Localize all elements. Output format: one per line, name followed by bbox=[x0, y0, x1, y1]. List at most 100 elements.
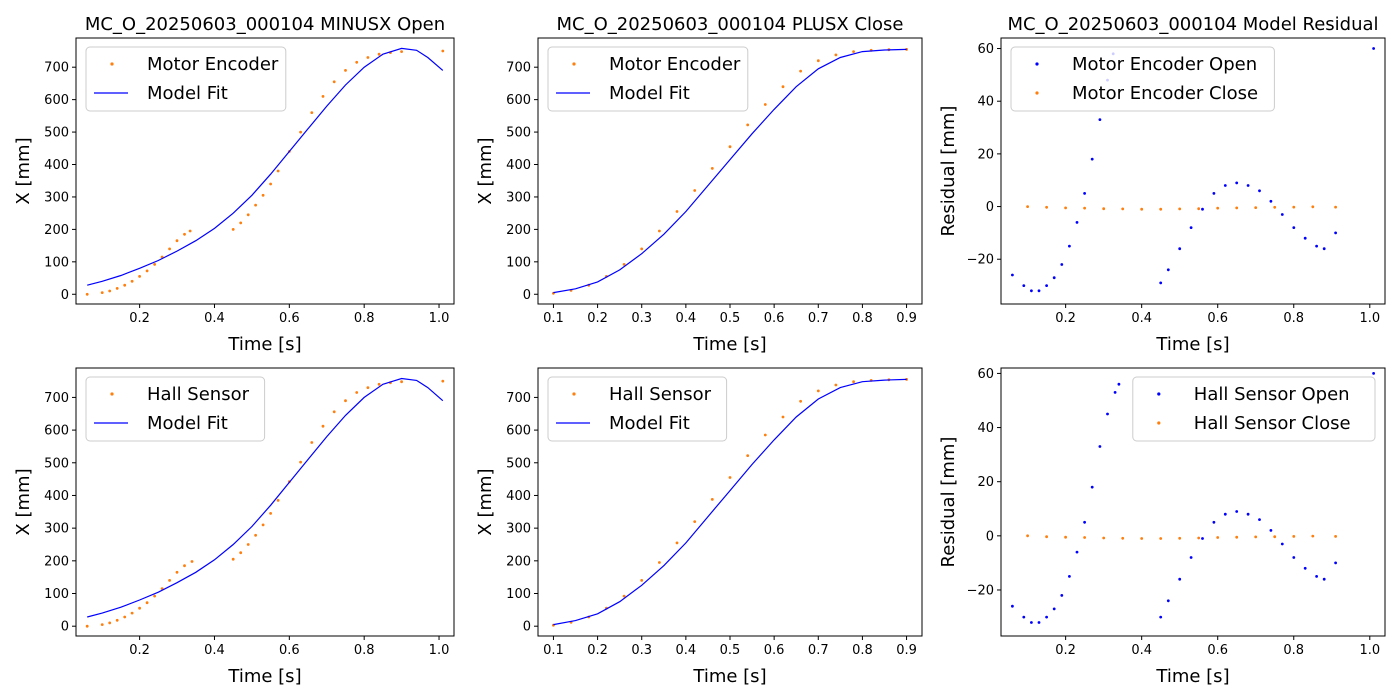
series-1-point bbox=[1102, 536, 1106, 540]
series-0-point bbox=[246, 543, 250, 546]
y-tick-label: 40 bbox=[977, 95, 994, 110]
series-0-point bbox=[190, 560, 194, 563]
series-0-point bbox=[658, 229, 661, 233]
series-0-point bbox=[310, 111, 314, 114]
series-0-point bbox=[781, 415, 785, 419]
y-axis-label: Residual [mm] bbox=[938, 106, 959, 237]
series-1-point bbox=[1334, 535, 1337, 538]
series-1-point bbox=[1273, 205, 1277, 209]
series-0-point bbox=[693, 520, 697, 523]
series-0-point bbox=[1030, 289, 1033, 293]
series-0-point bbox=[1372, 47, 1375, 50]
legend-entry-label: Hall Sensor Close bbox=[1194, 413, 1351, 434]
x-tick-label: 0.6 bbox=[1207, 311, 1228, 326]
legend-point-marker bbox=[572, 392, 576, 396]
series-1-point bbox=[1254, 535, 1258, 539]
series-1-point bbox=[1083, 206, 1086, 210]
x-tick-label: 0.9 bbox=[896, 643, 917, 658]
series-0-point bbox=[728, 145, 732, 149]
series-1-point bbox=[1273, 535, 1277, 539]
series-0-point bbox=[321, 424, 325, 428]
series-0-point bbox=[1235, 510, 1239, 513]
series-0-point bbox=[246, 213, 250, 217]
series-0-point bbox=[1083, 520, 1086, 524]
series-0-point bbox=[622, 594, 626, 598]
legend-box bbox=[547, 376, 728, 442]
series-0-point bbox=[377, 382, 381, 386]
y-tick-label: 40 bbox=[977, 421, 994, 436]
y-tick-label: 700 bbox=[44, 61, 69, 76]
series-0-point bbox=[1212, 520, 1216, 524]
series-0-point bbox=[675, 541, 679, 545]
chart-title: MC_O_20250603_000104 PLUSX Close bbox=[557, 14, 904, 35]
series-1-point bbox=[1254, 206, 1258, 210]
series-0-point bbox=[108, 621, 112, 625]
legend-entry-label: Hall Sensor bbox=[609, 384, 712, 405]
legend-point-marker bbox=[1157, 421, 1161, 425]
series-0-point bbox=[622, 263, 626, 266]
series-0-point bbox=[145, 269, 149, 273]
y-axis-label: X [mm] bbox=[475, 468, 496, 535]
plot-area bbox=[85, 47, 445, 296]
series-1-point bbox=[1311, 534, 1315, 538]
series-0-point bbox=[1303, 566, 1307, 570]
series-0-point bbox=[400, 380, 403, 384]
series-0-point bbox=[1045, 615, 1048, 619]
x-tick-label: 0.2 bbox=[1055, 643, 1076, 658]
y-tick-label: 100 bbox=[44, 587, 69, 602]
series-0-point bbox=[1258, 518, 1261, 521]
x-tick-label: 0.3 bbox=[631, 311, 652, 326]
series-1-point bbox=[1178, 207, 1182, 211]
series-0-point bbox=[1060, 594, 1064, 597]
series-0-point bbox=[1117, 382, 1121, 386]
series-1-line bbox=[87, 377, 444, 618]
series-1-point bbox=[1026, 534, 1029, 538]
y-tick-label: 700 bbox=[506, 61, 531, 76]
series-0-point bbox=[310, 441, 314, 444]
series-0-point bbox=[85, 292, 89, 296]
series-0-point bbox=[1060, 263, 1064, 266]
legend-point-marker bbox=[1035, 91, 1039, 95]
series-1-line bbox=[553, 378, 907, 626]
series-0-point bbox=[115, 618, 119, 622]
series-0-point bbox=[231, 228, 235, 231]
series-0-point bbox=[130, 279, 134, 283]
series-0-point bbox=[1159, 281, 1163, 285]
y-tick-label: 600 bbox=[44, 424, 69, 439]
series-0-point bbox=[1334, 231, 1337, 235]
series-1-point bbox=[1140, 207, 1144, 211]
series-0-point bbox=[1106, 412, 1109, 416]
series-0-point bbox=[1258, 189, 1261, 193]
legend-entry-label: Model Fit bbox=[609, 413, 690, 434]
series-0-point bbox=[675, 210, 679, 213]
series-0-point bbox=[239, 221, 243, 225]
series-0-point bbox=[168, 247, 172, 251]
x-tick-label: 0.2 bbox=[587, 643, 608, 658]
series-0-point bbox=[1201, 207, 1204, 211]
x-tick-label: 0.4 bbox=[1131, 643, 1152, 658]
panel-p6: 0.2 0.4 0.6 0.8 1.0 −20 0 20 40 60 Time [s] Residua… bbox=[938, 367, 1386, 687]
series-0-point bbox=[1292, 226, 1296, 230]
x-tick-label: 0.5 bbox=[720, 643, 741, 658]
series-0-point bbox=[153, 594, 157, 598]
y-tick-label: 400 bbox=[506, 158, 531, 173]
y-axis-label: Residual [mm] bbox=[938, 437, 959, 568]
series-0-point bbox=[1090, 157, 1094, 161]
series-0-point bbox=[1022, 615, 1026, 619]
series-0-point bbox=[441, 49, 445, 53]
series-1-point bbox=[1083, 536, 1086, 539]
y-tick-label: 100 bbox=[44, 255, 69, 270]
x-axis-label: Time [s] bbox=[227, 334, 301, 355]
series-0-point bbox=[1159, 615, 1163, 619]
legend-entry-label: Motor Encoder Open bbox=[1072, 54, 1257, 75]
panel-p5: 0.1 0.2 0.3 0.4 0.5 0.6 0.7 0.8 0.9 0 100 200 300 400… bbox=[475, 367, 923, 687]
y-tick-label: 100 bbox=[506, 587, 531, 602]
legend-point-marker bbox=[110, 62, 114, 66]
series-0-point bbox=[366, 56, 370, 59]
x-tick-label: 0.5 bbox=[720, 311, 741, 326]
series-0-point bbox=[239, 551, 243, 555]
series-0-point bbox=[658, 561, 661, 564]
series-1-point bbox=[1216, 206, 1220, 210]
axes-frame bbox=[1000, 367, 1386, 637]
plot-area bbox=[552, 378, 908, 627]
